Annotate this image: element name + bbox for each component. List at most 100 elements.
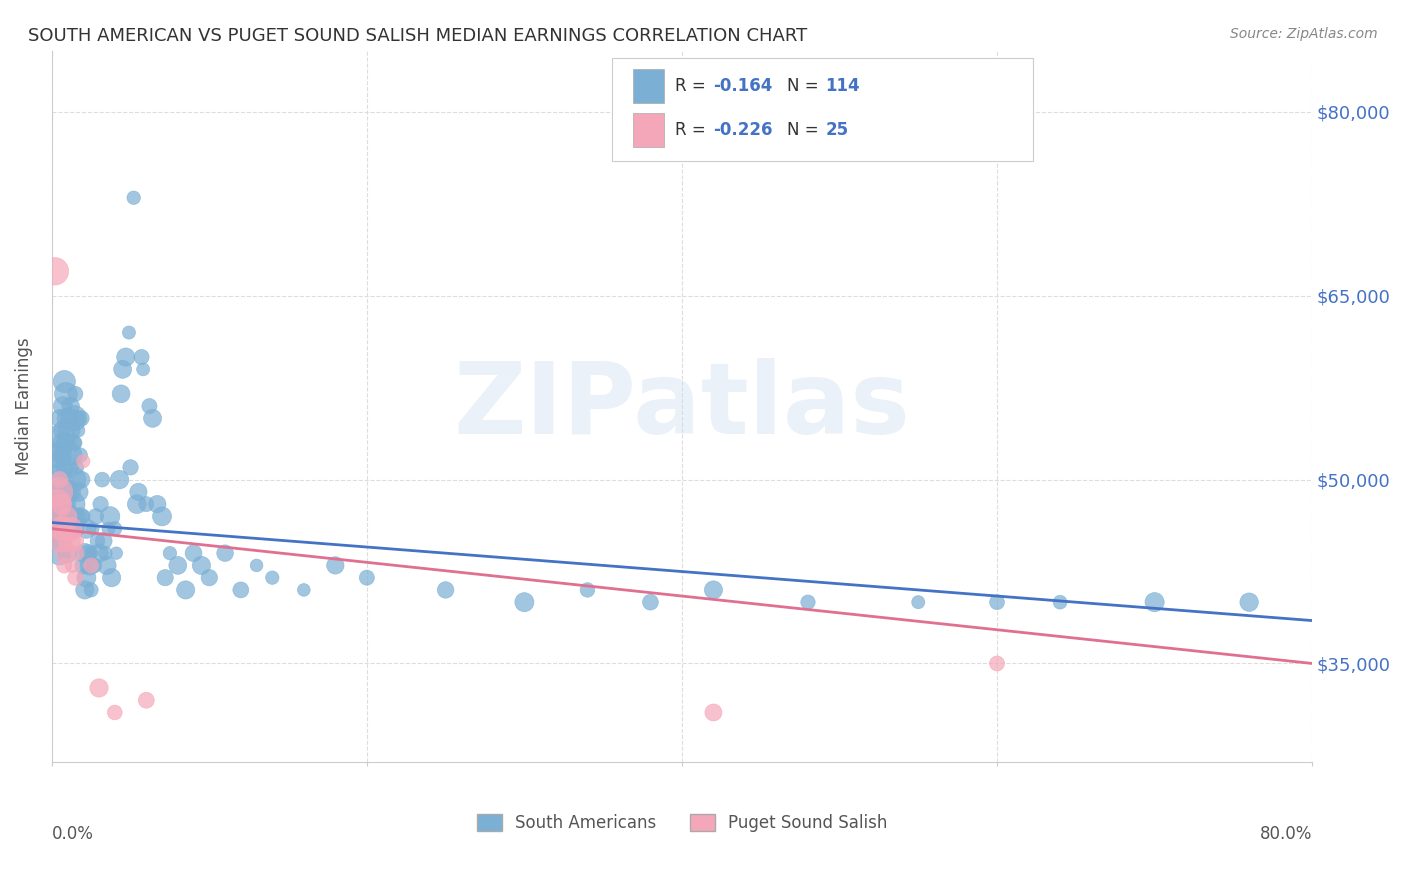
Point (69, 448, 91, 462)
Point (52, 522, 75, 536)
Point (83, 558, 105, 573)
Point (111, 362, 134, 376)
Point (986, 657, 1008, 671)
Point (56, 546, 79, 560)
Point (62, 533, 84, 548)
Point (110, 387, 132, 401)
Point (198, 571, 221, 585)
Point (122, 191, 145, 205)
Point (48, 497, 70, 511)
Point (56, 509, 79, 524)
Point (434, 582, 457, 597)
Point (59, 448, 82, 462)
Point (53, 522, 76, 536)
Point (45, 497, 67, 511)
Point (77, 546, 100, 560)
Point (114, 350, 136, 364)
Point (120, 460, 142, 475)
Point (45, 497, 67, 511)
Point (60, 497, 83, 511)
Point (513, 595, 536, 609)
Point (73, 546, 96, 560)
Point (142, 411, 165, 425)
Point (66, 411, 89, 425)
Point (93, 533, 115, 548)
Point (46, 448, 69, 462)
Point (190, 558, 212, 573)
Point (80, 582, 103, 597)
Point (1143, 595, 1166, 609)
Point (146, 497, 169, 511)
Point (135, 497, 157, 511)
Point (97, 522, 120, 536)
Point (131, 350, 153, 364)
Point (135, 693, 157, 707)
Point (66, 546, 89, 560)
Point (105, 546, 128, 560)
Point (1237, 595, 1260, 609)
Point (60, 435, 83, 450)
Point (56, 460, 79, 475)
Point (51, 509, 73, 524)
Point (125, 497, 148, 511)
Point (80, 546, 103, 560)
Point (84, 509, 107, 524)
Point (183, 546, 205, 560)
Point (48, 473, 70, 487)
Point (702, 706, 724, 720)
Point (53, 424, 76, 438)
Point (46, 522, 69, 536)
Point (132, 362, 155, 376)
Point (52, 448, 75, 462)
Text: R =: R = (675, 77, 711, 95)
Point (51, 435, 73, 450)
Point (60, 558, 83, 573)
Point (55, 435, 77, 450)
Point (65, 571, 87, 585)
Point (62, 411, 84, 425)
Point (65, 387, 87, 401)
Text: SOUTH AMERICAN VS PUGET SOUND SALISH MEDIAN EARNINGS CORRELATION CHART: SOUTH AMERICAN VS PUGET SOUND SALISH MED… (28, 27, 807, 45)
Text: ZIPatlas: ZIPatlas (454, 358, 910, 455)
Point (797, 595, 820, 609)
Point (58, 533, 80, 548)
Legend: South Americans, Puget Sound Salish: South Americans, Puget Sound Salish (470, 807, 894, 838)
Point (174, 582, 197, 597)
Point (90, 497, 112, 511)
Text: N =: N = (787, 77, 824, 95)
Point (75, 571, 97, 585)
Point (702, 582, 724, 597)
Point (82, 522, 104, 536)
Point (53, 558, 76, 573)
Point (55, 522, 77, 536)
Point (1049, 595, 1071, 609)
Point (104, 706, 127, 720)
Point (44, 522, 66, 536)
Point (67, 484, 90, 499)
Point (96, 558, 118, 573)
Point (70, 411, 93, 425)
Point (69, 509, 91, 524)
Point (48, 411, 70, 425)
Point (72, 509, 94, 524)
Point (98, 509, 121, 524)
Point (59, 522, 82, 536)
Point (59, 522, 82, 536)
Point (59, 399, 82, 413)
Point (51, 497, 73, 511)
Point (58, 484, 80, 499)
Point (356, 571, 378, 585)
Point (48, 522, 70, 536)
Point (73, 582, 96, 597)
Point (62, 473, 84, 487)
Point (48, 460, 70, 475)
Point (51, 484, 73, 499)
Point (58, 424, 80, 438)
Point (118, 326, 141, 340)
Point (986, 595, 1008, 609)
Text: 80.0%: 80.0% (1260, 825, 1312, 844)
Point (159, 546, 181, 560)
Point (66, 509, 89, 524)
Point (153, 571, 176, 585)
Point (46, 484, 69, 499)
